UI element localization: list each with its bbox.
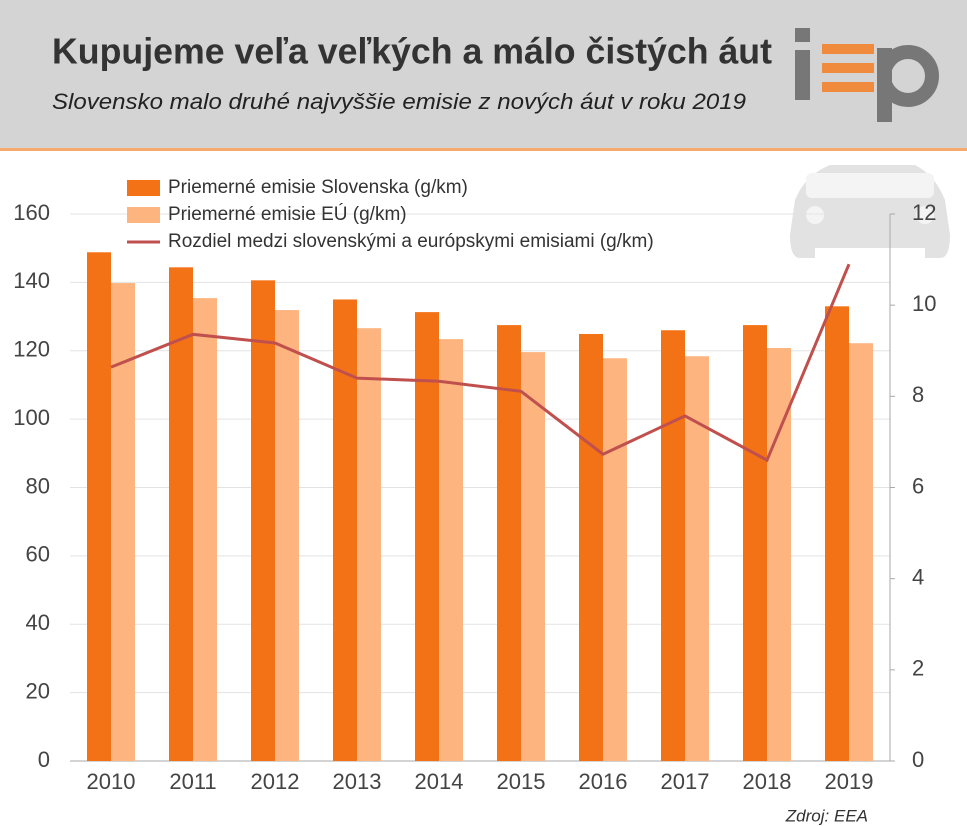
y-tick-label: 20: [26, 678, 50, 703]
bar: [111, 283, 135, 761]
bar: [743, 325, 767, 761]
x-tick-label: 2010: [87, 769, 136, 794]
header-background: [0, 0, 967, 148]
y-tick-label: 0: [38, 747, 50, 772]
chart-title: Kupujeme veľa veľkých a málo čistých áut: [52, 31, 772, 72]
legend-swatch: [127, 207, 160, 223]
header-rule: [0, 148, 967, 151]
bar: [251, 280, 275, 761]
line: [110, 263, 851, 463]
y-tick-label: 160: [13, 200, 50, 225]
bar: [439, 339, 463, 761]
bar: [849, 343, 873, 761]
bar: [825, 306, 849, 761]
y2-tick-label: 12: [912, 200, 936, 225]
bar: [357, 328, 381, 761]
x-tick-label: 2016: [579, 769, 628, 794]
y-tick-label: 100: [13, 405, 50, 430]
y-tick-label: 40: [26, 610, 50, 635]
car-icon: [790, 165, 950, 258]
y2-tick-label: 4: [912, 564, 924, 589]
x-tick-label: 2012: [251, 769, 300, 794]
bar: [169, 267, 193, 761]
bar: [193, 298, 217, 761]
y2-tick-label: 8: [912, 382, 924, 407]
x-tick-label: 2018: [743, 769, 792, 794]
bar: [661, 330, 685, 761]
bar: [497, 325, 521, 761]
y2-tick-label: 10: [912, 291, 936, 316]
chart-subtitle: Slovensko malo druhé najvyššie emisie z …: [52, 89, 746, 114]
legend-label: Priemerné emisie Slovenska (g/km): [168, 177, 468, 198]
x-tick-label: 2011: [169, 769, 216, 794]
x-tick-label: 2013: [333, 769, 382, 794]
legend-label: Priemerné emisie EÚ (g/km): [168, 203, 407, 225]
x-tick-label: 2017: [661, 769, 710, 794]
x-tick-label: 2015: [497, 769, 546, 794]
logo: [795, 28, 939, 122]
legend-label: Rozdiel medzi slovenskými a európskymi e…: [168, 231, 654, 252]
y-tick-label: 140: [13, 268, 50, 293]
bar: [415, 312, 439, 761]
x-tick-label: 2019: [825, 769, 874, 794]
y2-tick-label: 6: [912, 473, 924, 498]
y2-tick-label: 2: [912, 656, 924, 681]
y-tick-label: 120: [13, 337, 50, 362]
bar: [767, 348, 791, 761]
y2-tick-label: 0: [912, 747, 924, 772]
bar: [521, 352, 545, 761]
bar: [275, 310, 299, 761]
source-note: Zdroj: EEA: [785, 806, 868, 825]
y-tick-label: 80: [26, 473, 50, 498]
x-tick-label: 2014: [415, 769, 464, 794]
bar: [603, 358, 627, 761]
bar: [87, 252, 111, 762]
y-tick-label: 60: [26, 542, 50, 567]
legend-swatch: [127, 180, 160, 196]
bar: [579, 333, 603, 761]
